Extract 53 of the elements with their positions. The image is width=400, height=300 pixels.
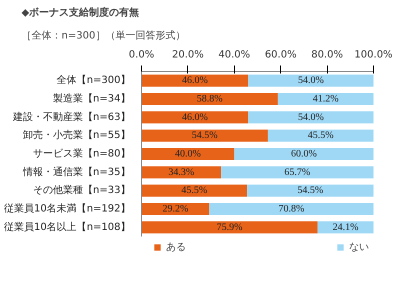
data-label: 46.0% (182, 112, 208, 123)
bar (142, 221, 318, 234)
legend-label: ある (166, 241, 186, 254)
bar (142, 130, 268, 142)
y-tick-label: その他業種【n=33】 (33, 184, 131, 196)
bar (221, 166, 374, 178)
bar (247, 184, 374, 197)
data-label: 54.5% (192, 130, 218, 142)
x-tick-label: 100.0% (354, 50, 393, 60)
data-label: 58.8% (196, 94, 223, 104)
y-tick-label: 卸売・小売業【n=55】 (23, 129, 131, 142)
data-label: 60.0% (290, 148, 317, 160)
x-tick-label: 60.0% (264, 50, 297, 60)
chart-subtitle: ［全体：n=300］（単一回答形式） (22, 30, 186, 42)
y-tick-label: サービス業【n=80】 (33, 148, 131, 160)
data-label: 54.5% (297, 185, 324, 196)
x-tick-label: 0.0% (128, 50, 154, 60)
data-label: 24.1% (332, 222, 358, 233)
chart-title: ◆ボーナス支給制度の有無 (22, 6, 140, 18)
bar (142, 148, 234, 160)
data-label: 75.9% (216, 222, 242, 233)
data-label: 29.2% (162, 204, 188, 214)
y-tick-label: 従業員10名以上【n=108】 (4, 220, 131, 233)
data-label: 41.2% (312, 94, 339, 104)
legend-label: ない (349, 241, 369, 254)
bar (278, 92, 374, 106)
y-tick-label: 全体【n=300】 (56, 74, 131, 86)
bar (234, 148, 374, 160)
x-tick-label: 40.0% (218, 50, 250, 60)
bar (248, 111, 374, 124)
data-label: 54.0% (298, 75, 324, 86)
data-label: 34.3% (168, 166, 194, 178)
data-label: 65.7% (284, 166, 310, 178)
data-label: 54.0% (298, 112, 324, 123)
bar (142, 92, 278, 106)
bar (142, 111, 248, 124)
x-tick-label: 80.0% (311, 50, 343, 60)
x-tick-label: 20.0% (172, 50, 204, 60)
bar (268, 130, 374, 142)
bar (142, 74, 248, 87)
bar (142, 184, 248, 197)
bar (142, 166, 222, 178)
data-label: 45.5% (181, 185, 208, 196)
y-tick-label: 製造業【n=34】 (53, 92, 131, 104)
y-tick-label: 建設・不動産業【n=63】 (12, 110, 131, 123)
data-label: 70.8% (278, 204, 304, 214)
y-tick-label: 従業員10名未満【n=192】 (4, 202, 131, 214)
data-label: 46.0% (182, 75, 208, 86)
data-label: 40.0% (174, 148, 201, 160)
y-tick-label: 情報・通信業【n=35】 (22, 166, 131, 178)
data-label: 45.5% (308, 130, 334, 142)
bar (209, 202, 374, 216)
bar (248, 74, 374, 87)
